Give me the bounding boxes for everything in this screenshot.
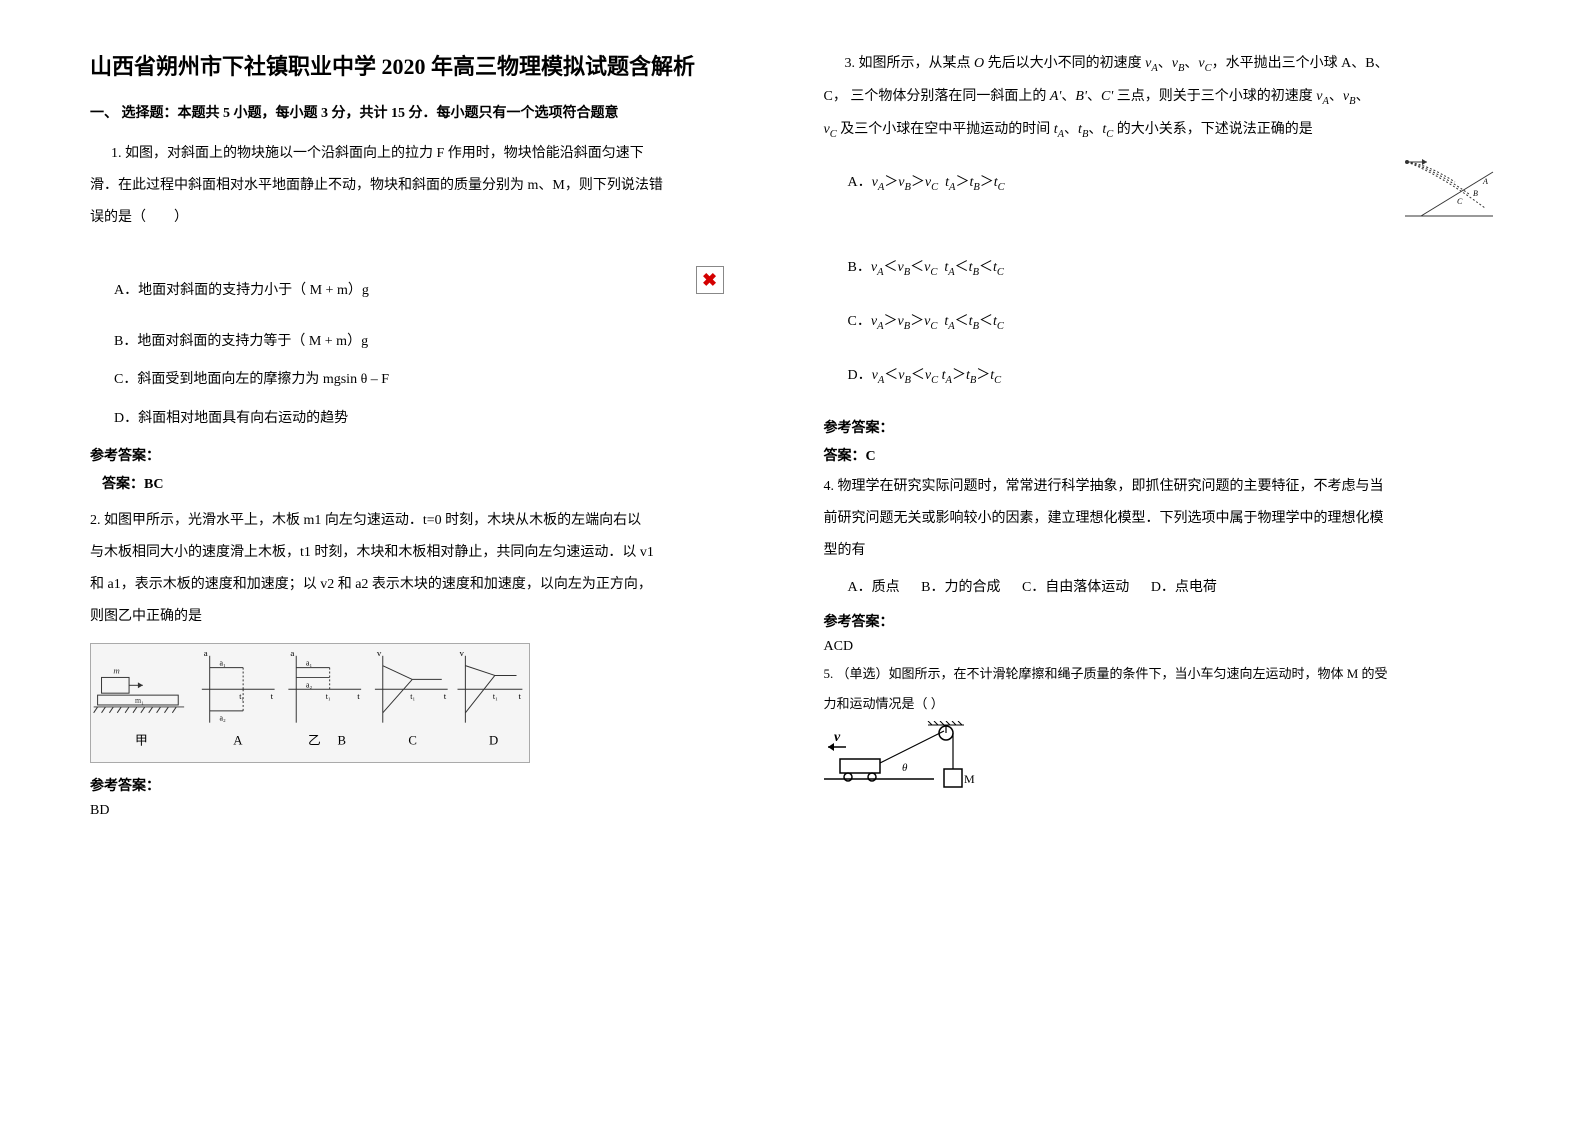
q3-answer-label: 参考答案： <box>824 417 1498 437</box>
q3-option-c: C．vA＞vB＞vC tA＜tB＜tC <box>848 309 1498 337</box>
q1-answer: 答案：BC <box>102 473 764 493</box>
q4-option-b: B．力的合成 <box>921 580 1000 595</box>
svg-text:t₁: t₁ <box>493 692 498 701</box>
q1-line3: 误的是（ ） <box>90 204 764 232</box>
q1-line2: 滑．在此过程中斜面相对水平地面静止不动，物块和斜面的质量分别为 m、M，则下列说… <box>90 172 764 200</box>
q4-option-c: C．自由落体运动 <box>1022 580 1129 595</box>
label-A: A <box>233 733 243 747</box>
svg-text:t₁: t₁ <box>239 692 244 701</box>
q1-option-c: C．斜面受到地面向左的摩擦力为 mgsin θ – F <box>114 367 764 394</box>
q5-figure: v θ <box>824 721 1004 801</box>
broken-image-icon: ✖ <box>696 266 724 294</box>
svg-text:t: t <box>271 691 274 701</box>
svg-text:m₁: m₁ <box>135 696 144 705</box>
svg-text:C: C <box>1457 197 1463 206</box>
svg-text:t: t <box>518 691 521 701</box>
label-Z: 乙 <box>308 733 321 747</box>
q3-answer: 答案：C <box>824 445 1498 465</box>
q3-line3: vC 及三个小球在空中平抛运动的时间 tA、tB、tC 的大小关系，下述说法正确… <box>824 116 1498 145</box>
q4-line3: 型的有 <box>824 537 1498 565</box>
svg-text:m: m <box>113 665 120 675</box>
q2-line1: 2. 如图甲所示，光滑水平上，木板 m1 向左匀速运动．t=0 时刻，木块从木板… <box>90 507 764 535</box>
svg-text:t: t <box>357 691 360 701</box>
q5-line2: 力和运动情况是（ ） <box>824 691 1498 717</box>
label-D: D <box>489 733 498 747</box>
q1-line1: 1. 如图，对斜面上的物块施以一个沿斜面向上的拉力 F 作用时，物块恰能沿斜面匀… <box>90 140 764 168</box>
label-C: C <box>408 733 417 747</box>
svg-text:t₁: t₁ <box>326 692 331 701</box>
section-header: 一、 选择题：本题共 5 小题，每小题 3 分，共计 15 分．每小题只有一个选… <box>90 101 764 126</box>
q3-option-b: B．vA＜vB＜vC tA＜tB＜tC <box>848 255 1498 283</box>
svg-text:a₂: a₂ <box>220 713 226 722</box>
q4-option-a: A．质点 <box>848 580 900 595</box>
svg-text:t₁: t₁ <box>410 692 415 701</box>
q2-figure: m m₁ <box>90 643 530 763</box>
q2-answer: BD <box>90 803 764 819</box>
svg-text:θ: θ <box>902 762 908 774</box>
label-B: B <box>338 733 347 747</box>
q4-option-d: D．点电荷 <box>1151 580 1217 595</box>
q1-option-b: B．地面对斜面的支持力等于（ M + m）g <box>114 329 764 356</box>
svg-text:B: B <box>1473 189 1478 198</box>
svg-text:A: A <box>1482 177 1488 186</box>
svg-text:v: v <box>459 647 464 657</box>
q3-option-d: D．vA＜vB＜vC tA＞tB＞tC <box>848 363 1498 391</box>
label-jia: 甲 <box>135 733 148 747</box>
q4-line1: 4. 物理学在研究实际问题时，常常进行科学抽象，即抓住研究问题的主要特征，不考虑… <box>824 473 1498 501</box>
svg-text:a₂: a₂ <box>306 680 312 689</box>
q1-answer-label: 参考答案： <box>90 445 764 465</box>
q1-option-d: D．斜面相对地面具有向右运动的趋势 <box>114 406 764 433</box>
q2-graphs-svg: m m₁ <box>91 644 529 762</box>
svg-text:a: a <box>290 647 294 657</box>
svg-text:t: t <box>444 691 447 701</box>
q5-line1: 5. （单选）如图所示，在不计滑轮摩擦和绳子质量的条件下，当小车匀速向左运动时，… <box>824 661 1498 687</box>
q2-line2: 与木板相同大小的速度滑上木板，t1 时刻，木块和木板相对静止，共同向左匀速运动．… <box>90 539 764 567</box>
q2-answer-label: 参考答案： <box>90 775 764 795</box>
svg-text:a₁: a₁ <box>306 658 312 667</box>
q3-line2: C， 三个物体分别落在同一斜面上的 A'、B'、C' 三点，则关于三个小球的初速… <box>824 83 1498 112</box>
q4-answer-label: 参考答案： <box>824 611 1498 631</box>
q2-line4: 则图乙中正确的是 <box>90 603 764 631</box>
q2-line3: 和 a1，表示木板的速度和加速度；以 v2 和 a2 表示木块的速度和加速度，以… <box>90 571 764 599</box>
document-page: 山西省朔州市下社镇职业中学 2020 年高三物理模拟试题含解析 一、 选择题：本… <box>90 50 1497 825</box>
q3-line1: 3. 如图所示，从某点 O 先后以大小不同的初速度 vA、vB、vC，水平抛出三… <box>824 50 1498 79</box>
svg-text:a₁: a₁ <box>220 658 226 667</box>
q4-line2: 前研究问题无关或影响较小的因素，建立理想化模型．下列选项中属于物理学中的理想化模 <box>824 505 1498 533</box>
svg-text:M: M <box>964 772 975 786</box>
svg-text:a: a <box>204 647 208 657</box>
q3-figure: A B C <box>1397 154 1497 229</box>
left-column: 山西省朔州市下社镇职业中学 2020 年高三物理模拟试题含解析 一、 选择题：本… <box>90 50 764 825</box>
q1-option-a: A．地面对斜面的支持力小于（ M + m）g <box>114 278 764 305</box>
right-column: 3. 如图所示，从某点 O 先后以大小不同的初速度 vA、vB、vC，水平抛出三… <box>824 50 1498 825</box>
q4-answer: ACD <box>824 639 1498 655</box>
doc-title: 山西省朔州市下社镇职业中学 2020 年高三物理模拟试题含解析 <box>90 50 764 83</box>
svg-text:v: v <box>377 647 382 657</box>
q4-options: A．质点 B．力的合成 C．自由落体运动 D．点电荷 <box>848 575 1498 602</box>
svg-text:v: v <box>834 730 841 745</box>
